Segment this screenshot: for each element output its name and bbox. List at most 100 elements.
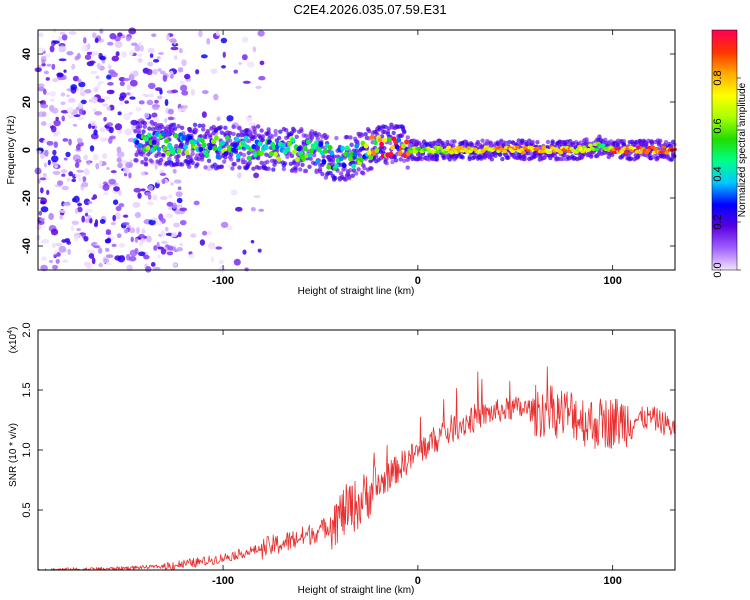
spectrogram-halo-blob: [223, 125, 228, 130]
spectrogram-noise-blob: [179, 242, 184, 247]
spectrogram-noise-blob: [52, 149, 57, 156]
spectrogram-noise-blob: [106, 166, 110, 170]
spectrogram-noise-blob: [66, 88, 72, 92]
spectrogram-core-blob: [547, 150, 553, 155]
spectrogram-halo-blob: [197, 143, 202, 148]
spectrogram-noise-blob: [151, 103, 160, 111]
spectrogram-core-blob: [210, 138, 216, 144]
spectrogram-noise-blob: [108, 126, 114, 134]
spectrogram-noise-blob: [157, 254, 161, 259]
spectrogram-noise-blob: [230, 189, 238, 196]
spectrogram-halo-blob: [231, 131, 236, 137]
spectrogram-core-blob: [318, 141, 324, 147]
spectrogram-noise-blob: [78, 81, 86, 88]
spectrogram-halo-blob: [200, 123, 206, 128]
spectrogram-halo-blob: [388, 140, 393, 146]
spectrogram-noise-blob: [201, 230, 208, 236]
spectrogram-halo-blob: [161, 153, 166, 158]
spectrogram-noise-blob: [81, 44, 89, 52]
spectrogram-noise-blob: [147, 47, 155, 54]
spectrogram-halo-blob: [230, 166, 235, 171]
spectrogram-noise-blob: [83, 261, 92, 267]
spectrogram-halo-blob: [398, 157, 403, 162]
spectrogram-noise-blob: [38, 210, 43, 216]
spectrogram-noise-blob: [37, 86, 45, 92]
spectrogram-noise-blob: [102, 192, 109, 196]
spectrogram-noise-blob: [38, 32, 44, 38]
spectrogram-noise-blob: [177, 231, 182, 238]
spectrogram-halo-blob: [532, 154, 538, 159]
spectrogram-noise-blob: [49, 90, 57, 97]
spectrogram-noise-blob: [148, 219, 156, 226]
spectrogram-halo-blob: [269, 134, 275, 139]
spectrogram-noise-blob: [61, 34, 68, 41]
spectrogram-noise-blob: [179, 48, 183, 54]
spectrogram-noise-blob: [47, 122, 53, 127]
spectrogram-core-blob: [514, 145, 520, 150]
spectrogram-noise-blob: [124, 100, 129, 104]
spectrogram-halo-blob: [278, 129, 283, 134]
spectrogram-noise-blob: [140, 188, 146, 192]
spectrogram-noise-blob: [248, 122, 256, 127]
spectrogram-halo-blob: [190, 151, 195, 156]
spectrogram-noise-blob: [72, 197, 76, 203]
spectrogram-noise-blob: [179, 219, 187, 226]
spectrogram-noise-blob: [233, 69, 239, 74]
spectrogram-halo-blob: [344, 134, 350, 140]
spectrogram-core-blob: [181, 135, 187, 141]
spectrogram-noise-blob: [106, 122, 114, 127]
spectrogram-noise-blob: [86, 160, 91, 166]
spectrogram-noise-blob: [84, 89, 92, 94]
spectrogram-noise-blob: [164, 98, 169, 107]
spectrogram-noise-blob: [58, 58, 67, 62]
spectrogram-noise-blob: [89, 217, 93, 224]
spectrogram-halo-blob: [348, 135, 353, 140]
spectrogram-core-blob: [404, 139, 409, 145]
spectrogram-noise-blob: [140, 238, 146, 244]
spectrogram-core-blob: [397, 150, 403, 156]
spectrogram-noise-blob: [181, 90, 189, 96]
spectrogram-halo-blob: [419, 142, 424, 148]
spectrogram-core-blob: [259, 150, 265, 156]
spectrogram-noise-blob: [111, 55, 119, 62]
spectrogram-noise-blob: [162, 74, 168, 82]
spectrogram-core-blob: [165, 150, 171, 156]
spectrogram-core-blob: [316, 147, 322, 153]
spectrogram-core-blob: [351, 163, 356, 169]
spectrogram-halo-blob: [195, 153, 200, 158]
spectrogram-halo-blob: [239, 129, 244, 134]
snr-multiplier-base: (x10: [8, 333, 19, 353]
spectrogram-core-blob: [234, 136, 240, 143]
spectrogram-core-blob: [204, 152, 210, 158]
spectrogram-noise-blob: [152, 68, 158, 75]
spectrogram-noise-blob: [109, 33, 117, 40]
spectrogram-noise-blob: [80, 99, 87, 105]
snr-y-tick-label: 2.0: [21, 322, 33, 337]
spectrogram-noise-blob: [106, 74, 112, 80]
spectrogram-x-ticks: -100 0 100: [212, 30, 622, 287]
spectrogram-noise-blob: [41, 63, 46, 67]
spectrogram-halo-blob: [188, 128, 193, 133]
spectrogram-noise-blob: [87, 214, 91, 220]
spectrogram-core-blob: [212, 145, 218, 152]
spectrogram-halo-blob: [347, 175, 352, 181]
spectrogram-halo-blob: [289, 153, 295, 159]
spectrogram-x-tick-label: 100: [603, 275, 621, 287]
spectrogram-halo-blob: [231, 124, 236, 129]
spectrogram-halo-blob: [314, 169, 319, 175]
spectrogram-noise-blob: [157, 52, 165, 55]
spectrogram-noise-blob: [59, 31, 66, 35]
spectrogram-halo-blob: [203, 134, 208, 140]
spectrogram-core-blob: [214, 135, 219, 141]
spectrogram-halo-blob: [399, 133, 405, 138]
spectrogram-noise-blob: [129, 79, 138, 87]
spectrogram-core-blob: [145, 145, 151, 151]
spectrogram-halo-blob: [522, 156, 527, 162]
spectrogram-noise-blob: [58, 45, 67, 53]
spectrogram-noise-blob: [190, 88, 195, 96]
spectrogram-noise-blob: [68, 171, 74, 177]
spectrogram-noise-blob: [125, 162, 134, 168]
spectrogram-halo-blob: [141, 129, 146, 134]
spectrogram-halo-blob: [186, 164, 192, 170]
spectrogram-noise-blob: [128, 255, 137, 262]
